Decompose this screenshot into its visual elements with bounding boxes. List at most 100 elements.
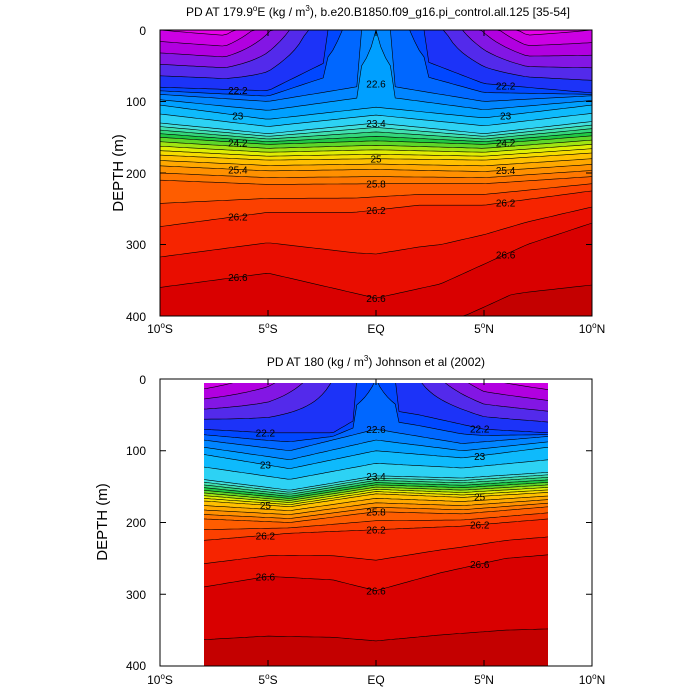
y-tick-label: 100 (126, 444, 146, 458)
y-tick-label: 0 (139, 373, 146, 387)
contour-fill-bottom (204, 383, 548, 666)
contour-line (160, 104, 592, 120)
contour-line (204, 472, 548, 491)
contour-label: 26.2 (256, 531, 276, 542)
contour-line (204, 489, 548, 505)
contour-line (204, 446, 548, 469)
contour-label: 26.6 (228, 273, 248, 284)
contour-label: 23 (232, 111, 244, 122)
contour-line (204, 492, 548, 507)
contour-label: 25.4 (496, 166, 516, 177)
panel-top: PD AT 179.9oE (kg / m3), b.e20.B1850.f09… (110, 4, 605, 336)
x-tick-label: 10oN (579, 672, 605, 687)
contour-label: 24.2 (496, 139, 516, 150)
contour-line (204, 474, 548, 493)
contour-label: 25 (370, 155, 382, 166)
x-tick-label: 5oS (258, 672, 277, 687)
contour-line (160, 222, 592, 299)
contour-label: 26.2 (496, 198, 516, 209)
contour-label: 26.6 (256, 573, 276, 584)
contour-line (160, 131, 592, 142)
contour-line (160, 30, 592, 69)
contour-line (160, 128, 592, 140)
contour-line (204, 512, 548, 530)
contour-line (160, 139, 592, 149)
contour-label: 26.6 (496, 250, 516, 261)
contour-label: 26.6 (366, 294, 386, 305)
contour-line (204, 482, 548, 499)
contour-line (160, 148, 592, 157)
contour-label: 25 (474, 492, 486, 503)
contour-line (204, 628, 548, 642)
contour-label: 26.2 (366, 526, 386, 537)
y-tick-marks-bottom (160, 378, 592, 666)
contour-line (204, 536, 548, 564)
contour-line (204, 428, 548, 451)
contour-line (204, 554, 548, 592)
y-tick-label: 300 (126, 238, 146, 252)
contour-band (204, 628, 548, 666)
contour-line (204, 459, 548, 480)
y-tick-label: 200 (126, 516, 146, 530)
panel-bottom: PD AT 180 (kg / m3) Johnson et al (2002)… (94, 354, 605, 687)
contour-line (160, 30, 592, 81)
contour-line (204, 383, 548, 401)
contour-lines-bottom (204, 383, 548, 642)
contour-line (160, 30, 592, 102)
y-axis-label-bottom: DEPTH (m) (94, 483, 111, 561)
contour-line (160, 30, 592, 36)
contour-labels-bottom: 22.2 22.2 22.6 23 23 23.4 25 25 25.8 26.2 26.2 26.2… (256, 424, 490, 597)
x-tick-label: 10oN (579, 321, 605, 336)
contour-line (160, 183, 592, 204)
contour-label: 26.2 (470, 521, 490, 532)
contour-line (204, 499, 548, 515)
y-tick-label: 200 (126, 167, 146, 181)
contour-line (160, 190, 592, 227)
contour-label: 24.2 (228, 138, 248, 149)
x-tick-label: EQ (367, 673, 384, 687)
contour-label: 23.4 (366, 472, 386, 483)
contour-lines-top (160, 30, 592, 316)
x-tick-label: 5oN (474, 321, 494, 336)
contour-label: 25 (260, 501, 272, 512)
contour-label: 25.8 (366, 180, 386, 191)
contour-line (160, 176, 592, 185)
contour-line (160, 124, 592, 137)
contour-label: 22.6 (366, 425, 386, 436)
y-axis-label-top: DEPTH (m) (110, 134, 127, 212)
contour-line (204, 518, 548, 541)
contour-line (160, 206, 592, 258)
y-ticks-top: 0 100 200 300 400 (126, 24, 146, 324)
contour-label: 23.4 (366, 119, 386, 130)
y-tick-label: 300 (126, 588, 146, 602)
contour-label: 22.6 (366, 80, 386, 91)
contour-fill-top (160, 30, 592, 316)
y-ticks-bottom: 0 100 200 300 400 (126, 373, 146, 673)
y-tick-label: 100 (126, 95, 146, 109)
contour-label: 23 (260, 461, 272, 472)
x-tick-label: 5oN (474, 672, 494, 687)
contour-line (204, 495, 548, 511)
y-tick-label: 400 (126, 659, 146, 673)
contour-line (204, 383, 548, 443)
contour-band (160, 223, 592, 316)
contour-line (160, 152, 592, 161)
contour-label: 25.8 (366, 508, 386, 519)
contour-line (160, 30, 592, 47)
contour-line (160, 30, 592, 97)
contour-line (160, 170, 592, 178)
contour-line (160, 158, 592, 167)
y-tick-marks-top (160, 29, 592, 316)
x-tick-label: 5oS (258, 321, 277, 336)
contour-line (204, 439, 548, 460)
contour-label: 26.6 (366, 587, 386, 598)
y-tick-label: 0 (139, 24, 146, 38)
panel-top-title: PD AT 179.9oE (kg / m3), b.e20.B1850.f09… (186, 4, 570, 19)
contour-line (160, 30, 592, 58)
contour-line (204, 487, 548, 503)
contour-line (160, 113, 592, 127)
x-ticks-bottom: 10oS 5oS EQ 5oN 10oN (147, 672, 605, 687)
contour-labels-top: 22.2 22.2 22.6 23 23 23.4 24.2 24.2 25 25.4 25.4 25… (228, 80, 516, 306)
panel-bottom-title: PD AT 180 (kg / m3) Johnson et al (2002) (267, 354, 485, 369)
contour-line (160, 30, 592, 111)
